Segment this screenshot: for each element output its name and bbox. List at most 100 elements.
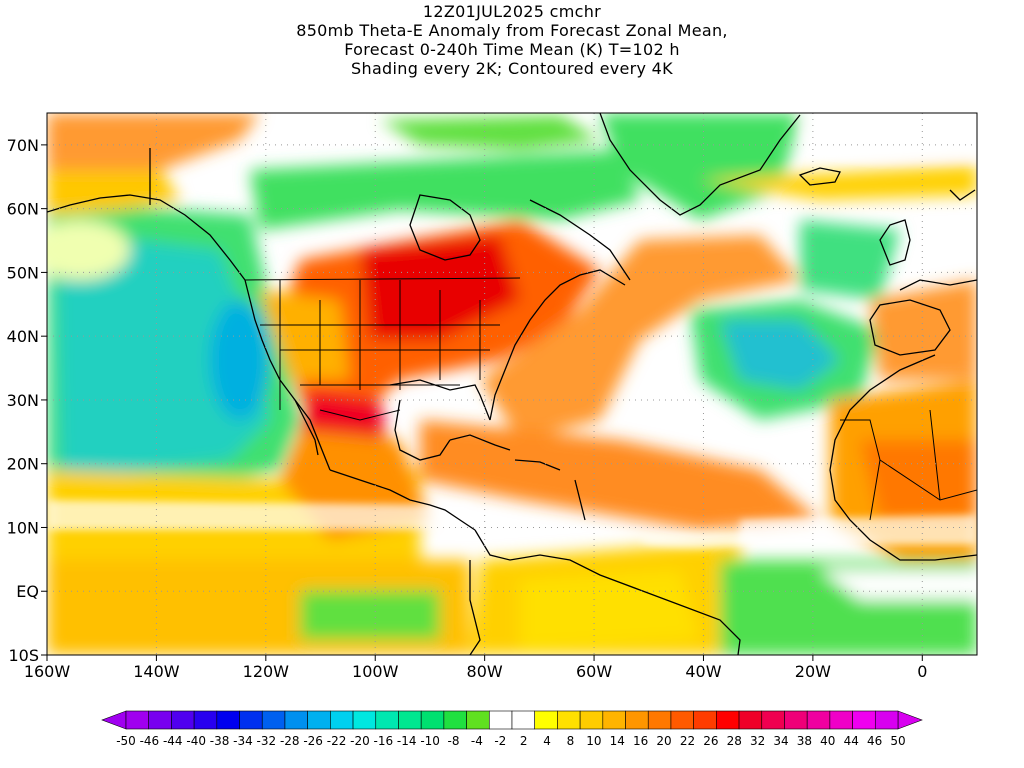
lon-tick-label: 0 <box>917 662 927 681</box>
colorbar-swatch <box>284 710 308 730</box>
lon-tick-label: 140W <box>133 662 180 681</box>
longitude-ticks: 160W 140W 120W 100W 80W 60W 40W 20W 0 <box>24 655 927 681</box>
colorbar-label: -8 <box>448 734 460 748</box>
colorbar-label: -2 <box>494 734 506 748</box>
colorbar-label: 14 <box>610 734 625 748</box>
colorbar-swatch <box>330 710 354 730</box>
title-line-2: 850mb Theta-E Anomaly from Forecast Zona… <box>296 21 728 40</box>
colorbar-label: -16 <box>374 734 394 748</box>
colorbar-swatch <box>874 710 899 730</box>
lon-tick-label: 100W <box>352 662 399 681</box>
colorbar-label: 50 <box>890 734 905 748</box>
colorbar-label: 20 <box>656 734 671 748</box>
colorbar-swatch <box>420 710 445 730</box>
colorbar-swatch <box>352 710 377 730</box>
colorbar-swatch <box>693 710 717 730</box>
colorbar-swatch <box>806 710 831 730</box>
colorbar-swatch <box>716 710 740 730</box>
lat-tick-label: 10N <box>7 518 39 537</box>
colorbar-label: 34 <box>773 734 788 748</box>
title-line-3: Forecast 0-240h Time Mean (K) T=102 h <box>344 40 680 59</box>
colorbar-swatch <box>443 710 467 730</box>
colorbar-swatch <box>488 710 513 730</box>
lon-tick-label: 40W <box>685 662 721 681</box>
lon-tick-label: 120W <box>243 662 290 681</box>
colorbar-swatch <box>511 710 536 730</box>
colorbar-swatch <box>670 710 694 730</box>
colorbar-swatch <box>171 710 195 730</box>
colorbar-label: -28 <box>280 734 300 748</box>
colorbar-swatch <box>602 710 626 730</box>
lon-tick-label: 20W <box>795 662 831 681</box>
colorbar-label: -22 <box>327 734 347 748</box>
map-frame <box>46 112 978 656</box>
colorbar-label: -20 <box>350 734 370 748</box>
title-line-4: Shading every 2K; Contoured every 4K <box>351 59 673 78</box>
lat-tick-label: EQ <box>16 582 39 601</box>
lon-tick-label: 60W <box>576 662 612 681</box>
colorbar-swatch <box>784 710 808 730</box>
colorbar-swatch <box>398 710 422 730</box>
colorbar-swatch <box>239 710 263 730</box>
colorbar-swatch <box>148 710 172 730</box>
lat-tick-label: 40N <box>7 327 39 346</box>
colorbar-label: 28 <box>727 734 742 748</box>
colorbar-label: -46 <box>140 734 160 748</box>
colorbar-label: 32 <box>750 734 765 748</box>
latitude-ticks: 70N 60N 50N 40N 30N 20N 10N EQ 10S <box>7 136 47 665</box>
lon-tick-label: 160W <box>24 662 71 681</box>
lat-tick-label: 30N <box>7 391 39 410</box>
colorbar-label: 40 <box>820 734 835 748</box>
lat-tick-label: 10S <box>8 646 39 665</box>
lon-tick-label: 80W <box>467 662 503 681</box>
lat-tick-label: 60N <box>7 200 39 219</box>
colorbar-swatch <box>307 710 331 730</box>
colorbar: -50 -46 -44 -40 -38 -34 -32 -28 -26 -22 -20 -16 -14-… <box>101 710 923 748</box>
colorbar-swatch <box>647 710 672 730</box>
colorbar-swatch <box>261 710 286 730</box>
colorbar-swatch <box>738 710 763 730</box>
colorbar-label: 38 <box>797 734 812 748</box>
lat-tick-label: 70N <box>7 136 39 155</box>
colorbar-swatch <box>761 710 785 730</box>
colorbar-label: -44 <box>163 734 183 748</box>
colorbar-label: -50 <box>116 734 136 748</box>
colorbar-label: -38 <box>210 734 230 748</box>
colorbar-label: 44 <box>844 734 859 748</box>
colorbar-arrow-low <box>101 710 127 730</box>
colorbar-arrow-high <box>897 710 923 730</box>
colorbar-swatch <box>125 710 150 730</box>
colorbar-swatch <box>625 710 649 730</box>
colorbar-label: 2 <box>520 734 528 748</box>
colorbar-swatch <box>193 710 218 730</box>
colorbar-label: 16 <box>633 734 648 748</box>
colorbar-label: -14 <box>397 734 417 748</box>
colorbar-label: 22 <box>680 734 695 748</box>
colorbar-label: -4 <box>471 734 483 748</box>
colorbar-label: -26 <box>303 734 323 748</box>
colorbar-label: -32 <box>257 734 277 748</box>
lat-tick-label: 50N <box>7 263 39 282</box>
colorbar-label: -34 <box>233 734 253 748</box>
colorbar-label: 46 <box>867 734 882 748</box>
colorbar-label: -10 <box>420 734 440 748</box>
colorbar-label: 4 <box>543 734 551 748</box>
colorbar-label: 10 <box>586 734 601 748</box>
colorbar-swatch <box>829 710 853 730</box>
political-borders <box>244 277 977 521</box>
colorbar-swatch <box>852 710 876 730</box>
colorbar-swatch <box>534 710 558 730</box>
colorbar-swatch <box>557 710 581 730</box>
colorbar-label: -40 <box>186 734 206 748</box>
theta-e-anomaly-field <box>47 113 977 655</box>
colorbar-swatch <box>466 710 490 730</box>
colorbar-label: 8 <box>567 734 575 748</box>
lat-tick-label: 20N <box>7 455 39 474</box>
title-line-1: 12Z01JUL2025 cmchr <box>422 2 602 21</box>
colorbar-label: 26 <box>703 734 718 748</box>
colorbar-swatch <box>579 710 604 730</box>
colorbar-swatch <box>375 710 399 730</box>
colorbar-swatch <box>216 710 240 730</box>
coastlines <box>47 113 977 655</box>
